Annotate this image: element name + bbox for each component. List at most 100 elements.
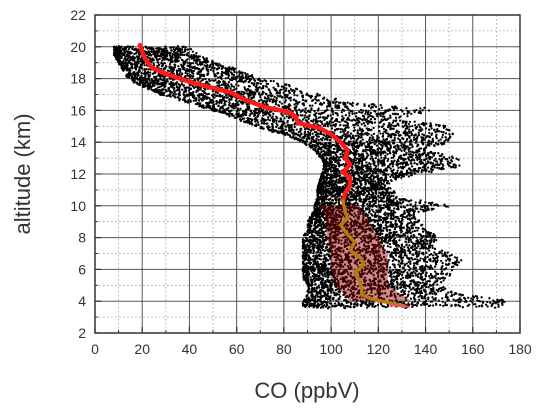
scatter-point [406, 112, 409, 115]
scatter-point [309, 94, 313, 98]
scatter-point [345, 105, 349, 108]
scatter-point [316, 132, 319, 135]
scatter-point [329, 150, 332, 153]
scatter-point [228, 103, 231, 107]
scatter-point [381, 134, 385, 138]
scatter-point [446, 139, 450, 142]
scatter-point [323, 123, 327, 126]
scatter-point [402, 153, 405, 156]
scatter-point [198, 67, 201, 71]
scatter-point [305, 133, 308, 136]
scatter-point [355, 181, 359, 185]
scatter-point [123, 64, 126, 68]
scatter-point [384, 154, 387, 157]
scatter-point [266, 118, 270, 121]
scatter-point [293, 93, 296, 97]
scatter-point [143, 64, 146, 67]
scatter-point [258, 77, 261, 80]
scatter-point [250, 74, 254, 77]
scatter-point [161, 79, 164, 82]
scatter-point [372, 157, 375, 161]
scatter-point [292, 130, 295, 134]
scatter-point [295, 111, 299, 115]
scatter-point [374, 156, 377, 160]
scatter-point [417, 131, 420, 134]
scatter-point [358, 176, 361, 179]
scatter-point [186, 72, 189, 75]
scatter-point [374, 184, 377, 187]
scatter-point [433, 159, 436, 162]
scatter-point [129, 62, 132, 65]
scatter-point [253, 82, 256, 85]
scatter-point [392, 150, 395, 153]
scatter-point [124, 59, 128, 62]
scatter-point [229, 87, 232, 90]
scatter-point [362, 175, 366, 178]
scatter-point [186, 69, 189, 73]
scatter-point [339, 181, 342, 184]
scatter-point [298, 108, 301, 111]
scatter-point [287, 97, 291, 100]
scatter-point [243, 117, 246, 120]
scatter-point [408, 143, 412, 146]
scatter-point [362, 109, 365, 112]
scatter-point [240, 71, 243, 74]
scatter-point [341, 115, 344, 118]
scatter-point [216, 72, 219, 75]
scatter-point [260, 122, 264, 125]
scatter-point [248, 94, 251, 97]
scatter-point [201, 68, 204, 71]
scatter-point [269, 79, 273, 83]
scatter-point [153, 89, 156, 92]
scatter-point [405, 107, 408, 110]
scatter-point [346, 101, 349, 104]
scatter-point [232, 73, 236, 77]
scatter-point [222, 81, 225, 85]
scatter-point [232, 69, 236, 72]
scatter-point [426, 166, 430, 169]
scatter-point [412, 158, 415, 161]
scatter-point [382, 123, 386, 126]
scatter-point [304, 114, 307, 117]
scatter-point [155, 58, 159, 61]
scatter-point [435, 133, 438, 136]
scatter-point [403, 129, 407, 133]
scatter-point [388, 149, 391, 153]
scatter-point [375, 172, 378, 175]
scatter-point [334, 104, 337, 107]
scatter-point [283, 117, 286, 120]
scatter-point [188, 93, 192, 97]
scatter-point [374, 110, 377, 113]
scatter-point [439, 138, 442, 141]
scatter-point [438, 130, 441, 133]
scatter-point [346, 122, 349, 125]
scatter-point [128, 75, 131, 78]
scatter-point [325, 98, 329, 101]
scatter-point [334, 97, 337, 100]
scatter-point [428, 140, 431, 143]
scatter-point [354, 161, 358, 165]
scatter-point [417, 133, 421, 137]
scatter-point [324, 159, 327, 163]
scatter-point [219, 107, 222, 110]
scatter-point [318, 184, 321, 188]
scatter-point [320, 188, 323, 191]
scatter-point [326, 147, 329, 150]
scatter-point [115, 45, 118, 48]
scatter-point [365, 118, 368, 121]
scatter-point [377, 169, 381, 172]
scatter-point [450, 159, 453, 162]
scatter-point [415, 108, 418, 112]
scatter-point [179, 84, 182, 87]
scatter-point [367, 116, 370, 119]
scatter-point [334, 160, 337, 164]
scatter-point [192, 99, 195, 103]
scatter-point [328, 138, 332, 142]
scatter-point [231, 66, 235, 70]
scatter-point [328, 100, 331, 103]
scatter-point [167, 88, 170, 91]
scatter-point [414, 126, 417, 130]
scatter-point [399, 154, 403, 157]
scatter-point [353, 177, 356, 181]
